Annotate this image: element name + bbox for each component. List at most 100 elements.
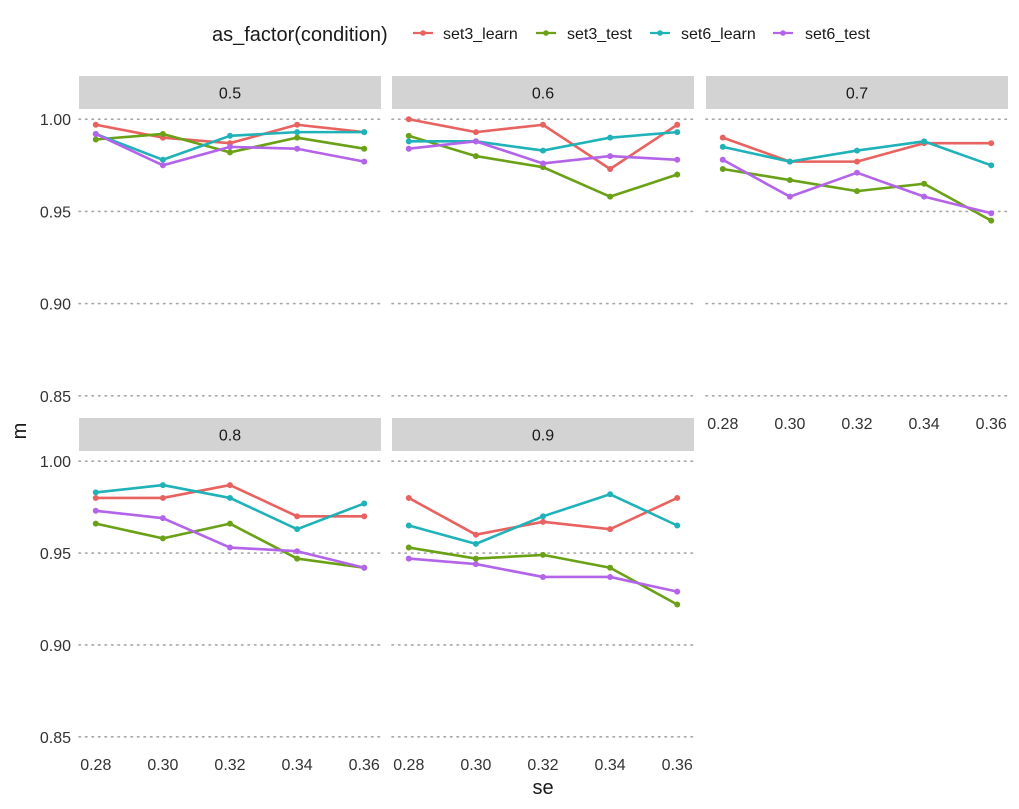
data-point-set6_learn [227,494,233,501]
facet-strip-label: 0.6 [532,86,554,103]
data-point-set6_test [92,130,99,137]
legend-label: set3_test [567,26,632,43]
data-point-set3_learn [361,513,368,520]
x-tick-label: 0.30 [774,416,805,433]
data-point-set3_test [159,130,166,137]
legend-label: set6_test [805,26,870,43]
x-tick-label: 0.36 [349,757,380,774]
data-point-set3_learn [92,494,99,501]
x-tick-label: 0.34 [595,757,626,774]
data-point-set6_learn [854,147,860,154]
data-point-set6_learn [159,156,166,163]
series-line-set3_test [722,167,992,222]
data-point-set3_learn [719,134,726,141]
x-tick-label: 0.30 [147,757,178,774]
data-point-set3_test [921,180,928,187]
data-point-set6_test [854,169,860,176]
data-point-set3_test [227,520,233,527]
x-tick-label: 0.28 [80,757,111,774]
data-point-set6_test [472,561,479,568]
data-point-set3_test [854,188,860,195]
y-tick-label: 0.90 [40,297,71,314]
legend-key-point [543,30,549,36]
data-point-set3_learn [540,518,546,525]
data-point-set3_test [719,166,726,172]
y-tick-label: 1.00 [40,112,71,129]
data-point-set6_test [988,210,995,217]
x-tick-label: 0.32 [214,757,245,774]
data-point-set6_test [921,193,928,200]
data-point-set6_learn [674,522,681,529]
y-tick-label: 0.90 [40,638,71,655]
data-point-set3_test [786,177,793,184]
data-point-set6_learn [607,491,614,498]
series-line-set6_test [722,158,992,215]
data-point-set6_learn [92,489,99,496]
facet-strip [79,76,381,109]
data-point-set6_learn [405,138,412,145]
data-point-set6_learn [540,513,546,520]
data-point-set3_learn [405,116,412,123]
x-tick-label: 0.32 [527,757,558,774]
data-point-set3_test [988,217,995,224]
data-point-set6_test [405,555,412,562]
legend-key-point [780,30,786,36]
data-point-set6_learn [540,147,546,154]
data-point-set6_learn [674,129,681,136]
facet-strip [706,76,1008,109]
facet-panel-0-5: 0.5 0.85 0.90 0.95 1.00 [40,76,382,406]
data-point-set3_test [607,193,614,200]
data-point-set3_test [92,520,99,527]
y-tick-label: 0.95 [40,546,71,563]
data-point-set3_test [674,601,681,608]
data-point-set3_learn [674,121,681,128]
facet-strip [79,418,381,451]
facet-panel-0-8: 0.8 0.85 0.90 0.95 1.00 0.28 0.30 0.32 0.34 0.36 [40,418,382,774]
facet-strip [392,418,694,451]
facet-strip-label: 0.8 [219,428,241,445]
data-point-set6_test [159,515,166,522]
data-point-set3_test [405,132,412,139]
data-point-set3_test [159,535,166,542]
data-point-set3_learn [159,494,166,501]
data-point-set3_test [294,555,301,562]
facet-panels: 0.5 0.85 0.90 0.95 1.00 0.6 0.7 0.28 0.30 0.32 0.3… [40,76,1009,774]
data-point-set6_learn [786,158,793,165]
data-point-set3_learn [294,121,301,128]
data-point-set3_test [92,136,99,143]
legend-label: set6_learn [681,26,756,43]
legend-key-point [657,30,663,36]
y-tick-label: 1.00 [40,454,71,471]
data-point-set6_learn [921,138,928,145]
data-point-set6_test [159,162,166,169]
data-point-set6_test [607,573,614,580]
legend-key-point [420,30,426,36]
data-point-set3_test [540,551,546,558]
data-point-set3_learn [607,526,614,533]
data-point-set3_test [607,564,614,571]
data-point-set6_test [294,145,301,152]
data-point-set6_learn [472,540,479,547]
x-tick-label: 0.28 [707,416,738,433]
legend-entry-set3-test: set3_test [536,26,632,43]
data-point-set3_learn [472,531,479,538]
x-tick-label: 0.36 [976,416,1007,433]
x-tick-label: 0.36 [662,757,693,774]
data-point-set6_learn [361,129,368,136]
legend-entry-set6-test: set6_test [773,26,870,43]
facet-strip-label: 0.5 [219,86,241,103]
data-point-set6_test [227,143,233,150]
data-point-set6_test [227,544,233,551]
data-point-set6_learn [719,143,726,150]
data-point-set3_learn [294,513,301,520]
facet-strip-label: 0.7 [846,86,868,103]
x-tick-label: 0.28 [393,757,424,774]
data-point-set6_test [719,156,726,163]
data-point-set3_test [405,544,412,551]
data-point-set6_test [405,145,412,152]
data-point-set3_learn [607,166,614,172]
data-point-set6_learn [405,522,412,529]
data-point-set3_learn [854,158,860,165]
data-point-set6_test [786,193,793,200]
